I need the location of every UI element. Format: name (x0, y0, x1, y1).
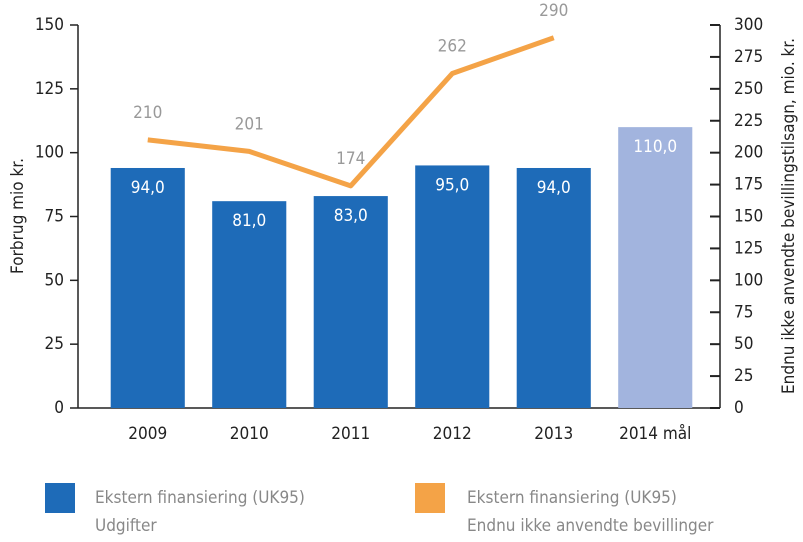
y2-tick-label: 300 (734, 15, 763, 35)
line-value-label: 201 (235, 114, 264, 134)
bar-value-label: 94,0 (537, 178, 571, 198)
y2-tick-label: 100 (734, 270, 763, 290)
y-tick-label: 0 (54, 398, 64, 418)
bar (415, 165, 490, 408)
y-tick-label: 25 (45, 334, 64, 354)
y2-tick-label: 25 (734, 366, 753, 386)
y2-axis-label: Endnu ikke anvendte bevillingstilsagn, m… (779, 38, 799, 394)
bar (110, 167, 185, 408)
legend-label: Ekstern finansiering (UK95) (467, 488, 677, 508)
y2-tick-label: 200 (734, 143, 763, 163)
line-value-label: 174 (336, 149, 365, 169)
y-tick-label: 125 (35, 79, 64, 99)
legend-label: Udgifter (95, 516, 157, 536)
legend-swatch (45, 483, 75, 513)
legend-label: Ekstern finansiering (UK95) (95, 488, 305, 508)
y-tick-label: 75 (45, 207, 64, 227)
y2-tick-label: 275 (734, 47, 763, 67)
legend-swatch (415, 483, 445, 513)
line (147, 35, 555, 189)
line-value-label: 262 (438, 37, 467, 57)
y2-tick-label: 50 (734, 334, 753, 354)
line-value-label: 210 (133, 103, 162, 123)
x-tick-label: 2012 (433, 424, 472, 444)
y-tick-label: 50 (45, 270, 64, 290)
bar-value-label: 94,0 (131, 178, 165, 198)
bar (618, 127, 693, 408)
y-axis-label: Forbrug mio kr. (8, 158, 28, 274)
bar (313, 196, 388, 408)
legend-label: Endnu ikke anvendte bevillinger (467, 516, 714, 536)
bar-value-label: 83,0 (334, 206, 368, 226)
y2-tick-label: 125 (734, 238, 763, 258)
y2-tick-label: 250 (734, 79, 763, 99)
bar (516, 167, 591, 408)
y2-tick-label: 150 (734, 207, 763, 227)
y2-tick-label: 75 (734, 302, 753, 322)
x-tick-label: 2013 (534, 424, 573, 444)
x-tick-label: 2009 (128, 424, 167, 444)
x-tick-label: 2014 mål (619, 423, 691, 444)
line-value-label: 290 (539, 1, 568, 21)
x-tick-label: 2010 (230, 424, 269, 444)
y-tick-label: 100 (35, 143, 64, 163)
bar-value-label: 81,0 (232, 211, 266, 231)
x-tick-label: 2011 (331, 424, 370, 444)
y2-tick-label: 225 (734, 111, 763, 131)
bar (212, 201, 287, 408)
y2-tick-label: 175 (734, 175, 763, 195)
y2-tick-label: 0 (734, 398, 744, 418)
y-tick-label: 150 (35, 15, 64, 35)
bar-value-label: 110,0 (633, 137, 677, 157)
bar-value-label: 95,0 (435, 175, 469, 195)
